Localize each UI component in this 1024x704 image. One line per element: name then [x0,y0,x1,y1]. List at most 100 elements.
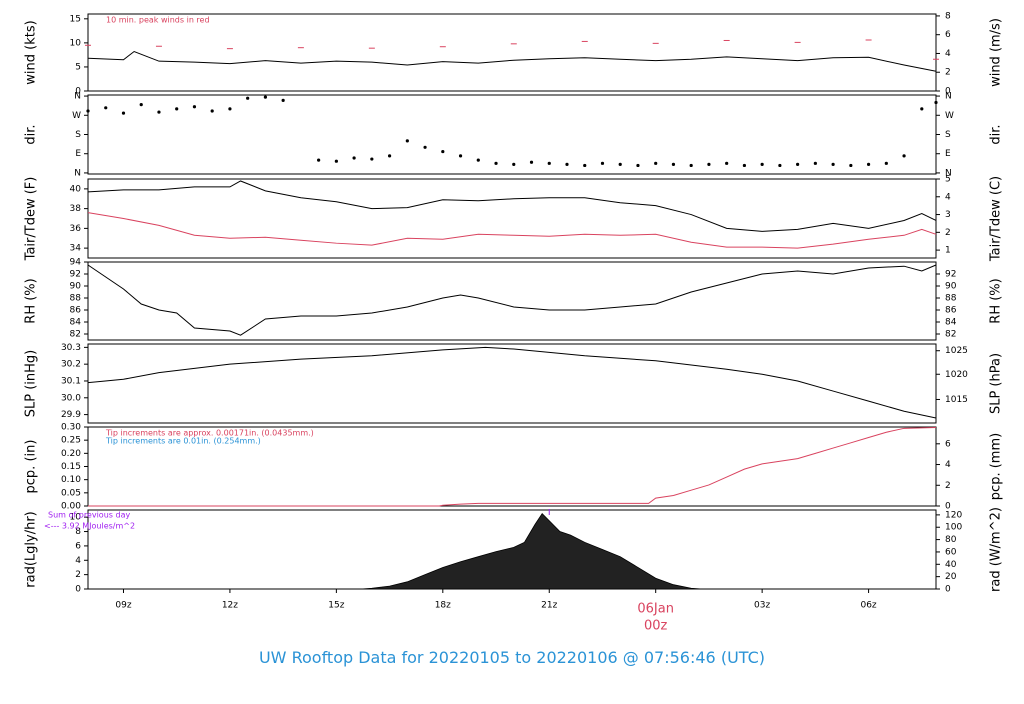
dir-point [884,161,888,165]
dir-point [352,156,356,160]
wind-ytick-label: 15 [70,14,81,24]
dir-ytick-label: N [74,92,81,102]
slp-right-tick-label: 1015 [945,395,968,405]
wind-right-tick-label: 0 [945,87,951,97]
temp-ytick-label: 36 [70,224,82,234]
dir-point [671,162,676,166]
dir-point [547,161,551,165]
dir-point [512,162,516,166]
wind-ylabel-right: wind (m/s) [989,18,1004,87]
slp-ytick-label: 29.9 [61,410,81,420]
pcp-ytick-label: 0.30 [61,423,81,433]
dir-point [618,162,622,166]
rh-ytick-label: 94 [70,258,82,268]
x-tick-label: 09z [115,601,131,611]
slp-ylabel-right: SLP (hPa) [989,353,1004,414]
x-tick-label: 21z [541,601,557,611]
temp-tdew-line [87,212,937,249]
pcp-right-tick-label: 4 [945,460,951,470]
dir-point [920,107,924,111]
dir-point [121,111,126,115]
dir-point [263,95,268,99]
wind-ytick-label: 5 [75,62,81,72]
rad-right-tick-label: 80 [945,535,957,545]
pcp-ytick-label: 0.25 [61,436,81,446]
slp-right-tick-label: 1025 [945,346,968,356]
temp-ytick-label: 38 [70,204,82,214]
dir-point [654,161,658,165]
dir-point [370,157,374,161]
wind-right-tick-label: 8 [945,11,951,21]
rh-frame [87,261,937,341]
dir-point [228,107,232,111]
rad-ytick-label: 6 [75,541,81,551]
rh-ytick-label: 90 [70,282,82,292]
rad-right-tick-label: 0 [945,585,951,595]
pcp-annotation-2: Tip increments are 0.01in. (0.254mm.) [105,437,261,446]
dir-point [139,103,143,107]
wind-annotation: 10 min. peak winds in red [106,16,210,25]
dir-ytick-label: W [72,111,81,121]
rh-panel [84,261,940,341]
pcp-ytick-label: 0.15 [61,462,81,472]
rad-area [361,512,702,590]
rh-ytick-label: 84 [70,318,82,328]
pcp-ylabel: pcp. (in) [24,440,39,494]
dir-point [334,159,338,163]
temp-tair-line [87,180,937,232]
wind-right-tick-label: 6 [945,30,951,40]
dir-point [423,145,427,149]
dir-point [104,106,108,110]
wind-right-tick-label: 2 [945,68,951,78]
dir-point [742,163,747,168]
pcp-ytick-label: 0.20 [61,449,81,459]
dir-point [529,160,534,164]
rad-right-tick-label: 100 [945,523,962,533]
rad-ytick-label: 0 [75,585,81,595]
temp-ytick-label: 40 [70,184,82,194]
dir-point [317,158,321,162]
temp-right-tick-label: 3 [945,210,951,220]
temp-right-tick-label: 2 [945,228,951,238]
pcp-ytick-label: 0.10 [61,475,81,485]
rh-ylabel: RH (%) [24,278,39,323]
dir-point [387,154,392,158]
temp-right-tick-label: 4 [945,192,951,202]
rh-ylabel-right: RH (%) [989,278,1004,323]
rh-right-tick-label: 88 [945,294,957,304]
rad-right-tick-label: 40 [945,560,957,570]
rad-ytick-label: 10 [70,513,82,523]
rh-right-tick-label: 90 [945,282,957,292]
dir-point [831,162,835,166]
rh-ytick-label: 82 [70,330,81,340]
wind-ytick-label: 0 [75,87,81,97]
rad-right-tick-label: 20 [945,572,957,582]
pcp-ylabel-right: pcp. (mm) [989,433,1004,500]
dir-point [405,139,409,143]
pcp-annotation: Tip increments are approx. 0.00171in. (0… [105,429,314,438]
x-tick-label: 18z [435,601,451,611]
dir-ytick-label: E [75,149,81,159]
dir-point [760,162,764,166]
x-tick-label: 03z [754,601,770,611]
dir-ylabel-right: dir. [989,124,1004,144]
rad-annotation: Sum of previous day [48,511,130,520]
dir-point [796,162,800,166]
pcp-right-tick-label: 0 [945,502,951,512]
dir-right-tick-label: W [945,111,954,121]
rad-ytick-label: 2 [75,570,81,580]
slp-ytick-label: 30.2 [61,360,81,370]
temp-panel [84,178,940,259]
dir-point [157,110,161,114]
x-tick-label: 12z [222,601,238,611]
dir-right-tick-label: S [945,130,951,140]
dir-point [494,161,498,165]
day-marker-time: 00z [644,619,668,634]
pcp-pcp-line [88,427,937,507]
x-tick-label: 15z [328,601,344,611]
temp-ytick-label: 34 [70,244,82,254]
dir-right-tick-label: N [945,168,952,178]
pcp-panel [84,426,940,507]
day-marker-date: 06Jan [637,602,674,617]
dir-point [441,149,445,154]
